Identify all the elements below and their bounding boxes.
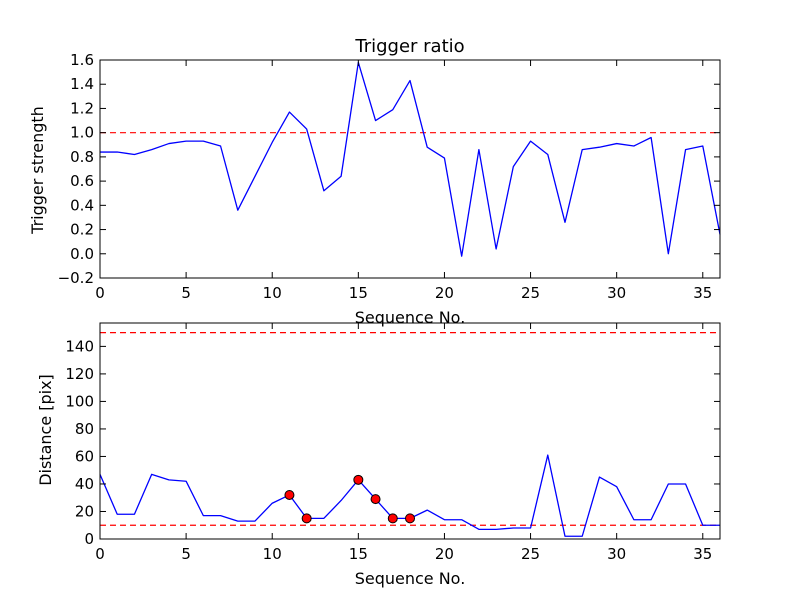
y-tick-label: 0 <box>84 530 94 548</box>
plot-frame <box>99 59 721 279</box>
data-point-marker <box>353 474 364 485</box>
y-tick-label: −0.2 <box>58 269 94 287</box>
x-tick-label: 15 <box>349 545 368 563</box>
x-tick-label: 30 <box>607 284 626 302</box>
x-ticks: 0 5 10 15 20 25 30 35 <box>95 60 712 302</box>
y-tick-label: 0.4 <box>70 196 94 214</box>
x-tick-label: 0 <box>95 545 105 563</box>
x-tick-label: 25 <box>521 284 540 302</box>
x-tick-label: 5 <box>181 545 191 563</box>
series-layer <box>100 61 721 257</box>
data-point-marker <box>370 494 381 505</box>
data-point-marker <box>405 513 415 524</box>
y-tick-label: 0.0 <box>70 245 94 263</box>
data-point-marker <box>284 489 295 500</box>
x-tick-label: 25 <box>521 545 540 563</box>
x-axis-label: Sequence No. <box>355 308 466 327</box>
y-tick-label: 1.6 <box>70 51 94 69</box>
x-tick-label: 5 <box>181 284 191 302</box>
x-tick-label: 20 <box>435 284 454 302</box>
y-tick-label: 0.2 <box>70 221 94 239</box>
x-axis-label: Sequence No. <box>355 569 466 588</box>
y-tick-label: 1.2 <box>70 99 94 117</box>
y-ticks: −0.2 0.0 0.2 0.4 0.6 0.8 1.0 1.2 1.4 1.6 <box>58 51 720 287</box>
y-tick-label: 140 <box>65 337 94 355</box>
x-tick-label: 0 <box>95 284 105 302</box>
x-tick-label: 10 <box>263 284 282 302</box>
trigger-ratio-chart: Trigger ratio Sequence No. Trigger stren… <box>28 36 721 327</box>
x-tick-label: 30 <box>607 545 626 563</box>
data-point-marker <box>301 513 312 524</box>
chart-title: Trigger ratio <box>354 36 464 57</box>
x-tick-label: 35 <box>693 284 712 302</box>
x-tick-label: 20 <box>435 545 454 563</box>
y-tick-label: 0.6 <box>70 172 94 190</box>
x-tick-label: 35 <box>693 545 712 563</box>
y-tick-label: 80 <box>75 420 94 438</box>
y-tick-label: 20 <box>75 502 94 520</box>
plot-frame <box>99 322 721 540</box>
y-tick-label: 60 <box>75 447 94 465</box>
y-tick-label: 1.0 <box>70 124 94 142</box>
series-line <box>100 61 721 257</box>
x-tick-label: 10 <box>263 545 282 563</box>
series-layer <box>99 454 720 537</box>
y-tick-label: 1.4 <box>70 75 94 93</box>
x-tick-label: 15 <box>349 284 368 302</box>
data-point-marker <box>387 513 398 524</box>
distance-chart: Sequence No. Distance [pix] 0 5 10 15 20 25 30… <box>36 322 721 588</box>
y-axis-label: Trigger strength <box>28 106 47 235</box>
y-tick-label: 120 <box>65 365 94 383</box>
x-ticks: 0 5 10 15 20 25 30 35 <box>95 323 712 563</box>
reference-lines <box>100 332 720 526</box>
y-tick-label: 40 <box>75 475 94 493</box>
y-tick-label: 100 <box>65 392 94 410</box>
y-axis-label: Distance [pix] <box>36 374 55 486</box>
y-tick-label: 0.8 <box>70 148 94 166</box>
